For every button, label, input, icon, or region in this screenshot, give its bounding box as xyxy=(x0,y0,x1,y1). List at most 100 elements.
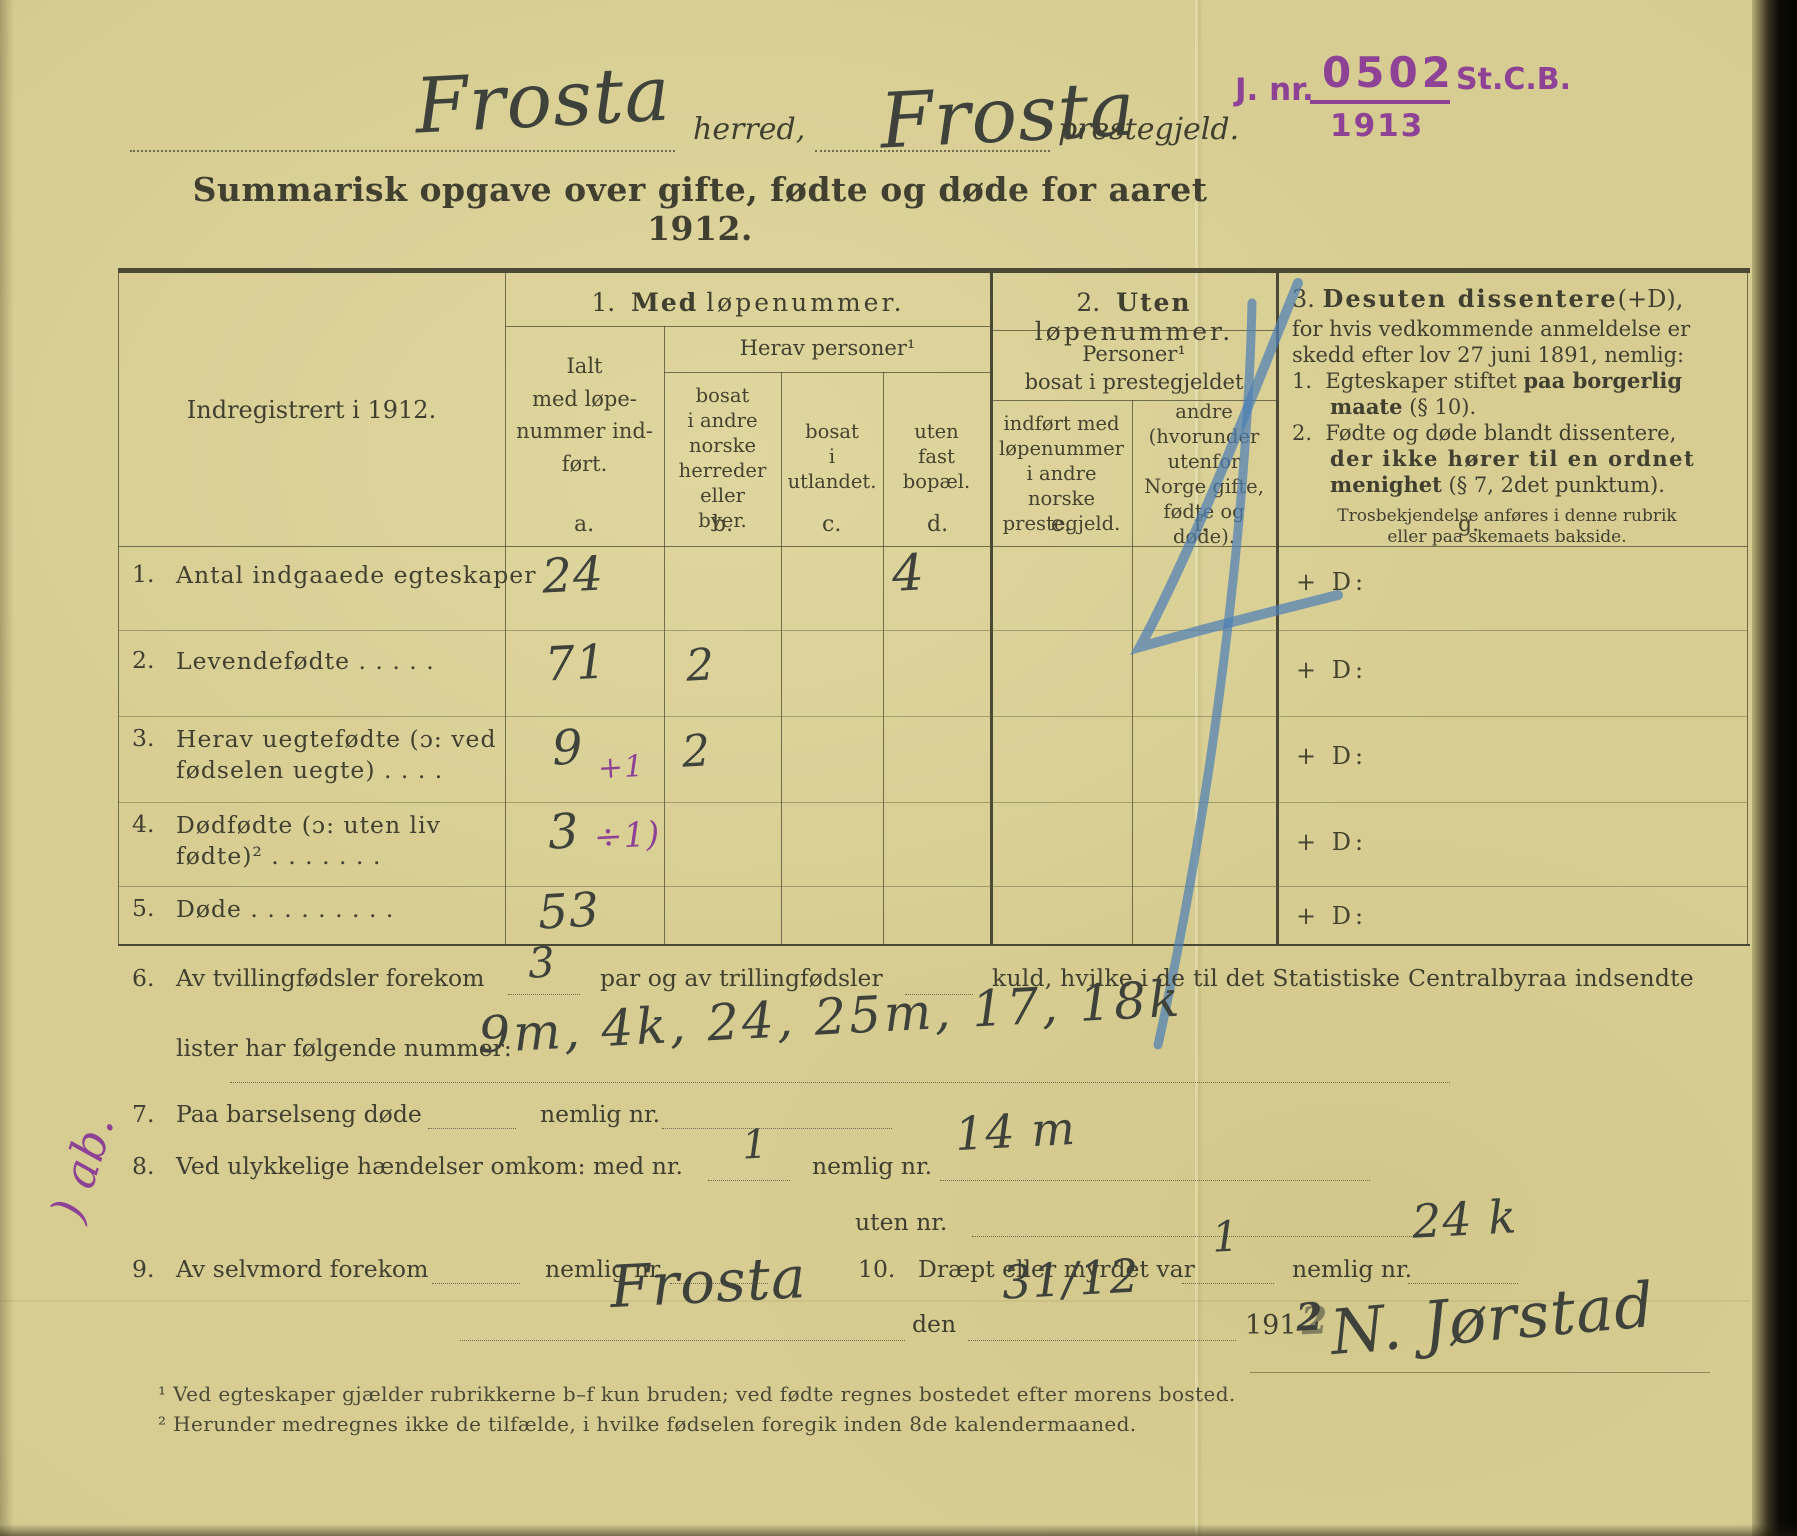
herred-label: herred, xyxy=(693,112,806,147)
row3-value-a-correction: +1 xyxy=(597,748,646,787)
vertical-crease xyxy=(1195,0,1198,1536)
sec3-item2-c: menighet xyxy=(1330,472,1442,497)
col-e-header: indført med løpenummer i andre norske pr… xyxy=(999,412,1124,535)
row5-plusd: + D: xyxy=(1296,902,1368,930)
row3-plusd: + D: xyxy=(1296,742,1368,770)
sec3-item2-line3: menighet (§ 7, 2det punktum). xyxy=(1292,472,1744,498)
item10-hand-number: 24 k xyxy=(1410,1189,1519,1249)
scan-edge-right xyxy=(1752,0,1797,1536)
item9-blank1 xyxy=(432,1283,520,1284)
footer-handwritten-place: Frosta xyxy=(608,1242,809,1322)
sec1-title: 1. Med løpenummer. xyxy=(505,288,991,317)
sec3-title-bold: Desuten dissentere xyxy=(1322,284,1618,313)
sec3-item2-line2: der ikke hører til en ordnet xyxy=(1330,446,1696,471)
row3-num: 3. xyxy=(132,724,155,752)
sec3-item1-d: (§ 10). xyxy=(1409,395,1477,419)
sec2-title-num: 2. xyxy=(1076,288,1101,317)
item6-hand-twins: 3 xyxy=(526,937,557,988)
row4-label: Dødfødte (ɔ: uten liv fødte)² . . . . . … xyxy=(176,811,441,871)
col-letter-b: b. xyxy=(712,512,734,537)
journal-nr-stamp-label: J. nr. xyxy=(1235,72,1314,108)
row2-value-a: 71 xyxy=(543,634,609,693)
sec3-item2-line1: 2. Fødte og døde blandt dissentere, xyxy=(1292,420,1744,446)
col-a-header: Ialt med løpe- nummer ind- ført. xyxy=(516,354,653,476)
item7-blank1 xyxy=(428,1128,516,1129)
item6-text1: Av tvillingfødsler forekom xyxy=(176,964,485,992)
item8-text1: Ved ulykkelige hændelser omkom: med nr. xyxy=(176,1152,683,1180)
row4-value-a-correction: ÷1) xyxy=(592,814,662,858)
rule-under-letters xyxy=(118,546,1748,547)
sec3-block: 3. Desuten dissentere(+D), for hvis vedk… xyxy=(1292,286,1744,548)
sec3-item1-c: maate xyxy=(1330,394,1403,419)
footer-date-line xyxy=(968,1340,1236,1341)
sec2-title: 2. Uten løpenummer. xyxy=(991,288,1277,346)
item8-text3: uten nr. xyxy=(855,1208,948,1236)
divider-b-c xyxy=(781,372,782,944)
signature-line xyxy=(1250,1372,1710,1373)
rule-under-sec2-sub xyxy=(991,400,1277,401)
footnote-1: ¹ Ved egteskaper gjælder rubrikkerne b–f… xyxy=(158,1382,1236,1406)
item8-num: 8. xyxy=(132,1152,155,1180)
sec3-item1-num: 1. xyxy=(1292,369,1313,393)
footer-year-printed: 191 xyxy=(1245,1310,1297,1341)
item10-text1: Dræpt eller myrdet var xyxy=(918,1255,1195,1283)
item10-blank2 xyxy=(1408,1283,1518,1284)
item6-text3: kuld, hvilke i de til det Statistiske Ce… xyxy=(992,964,1694,992)
row3-value-a: 9 xyxy=(550,719,585,777)
footnote-2: ² Herunder medregnes ikke de tilfælde, i… xyxy=(158,1412,1137,1436)
row-divider-4 xyxy=(118,886,1748,887)
page-title: Summarisk opgave over gifte, fødte og dø… xyxy=(192,170,1208,248)
item10-blank1 xyxy=(1182,1283,1274,1284)
stamp-year: 1913 xyxy=(1330,108,1425,144)
margin-note: ) ab. xyxy=(40,1106,126,1228)
table-top-rule xyxy=(118,268,1750,273)
row2-value-b: 2 xyxy=(684,639,717,692)
row3-label: Herav uegtefødte (ɔ: ved fødselen uegte)… xyxy=(176,725,497,785)
divider-section1-2 xyxy=(990,273,993,944)
blue-pencil-mark xyxy=(1130,278,1343,1050)
table-right-border xyxy=(1747,273,1748,944)
row5-num: 5. xyxy=(132,894,155,922)
prestegjeld-blank-line xyxy=(815,150,1050,152)
item9-blank2 xyxy=(670,1283,768,1284)
sec3-item1-line2: maate (§ 10). xyxy=(1292,394,1744,420)
item7-text2: nemlig nr. xyxy=(540,1100,661,1128)
item8-blank3 xyxy=(972,1236,1434,1237)
scan-edge-bottom xyxy=(0,1524,1797,1536)
item7-text1: Paa barselseng døde xyxy=(176,1100,422,1128)
item6-blank2 xyxy=(905,994,973,995)
row3-value-b: 2 xyxy=(680,725,713,778)
sec2-title-rest: løpenummer. xyxy=(1034,317,1234,346)
corner-label: Indregistrert i 1912. xyxy=(186,396,437,424)
row1-value-e: 4 xyxy=(890,543,927,603)
sec1-title-bold: Med xyxy=(631,288,699,317)
col-c-header: bosat i utlandet. xyxy=(787,420,877,493)
sec3-title-rest: (+D), xyxy=(1617,285,1684,313)
item6-num: 6. xyxy=(132,964,155,992)
stamp-underline xyxy=(1310,100,1450,104)
row1-num: 1. xyxy=(132,560,155,588)
footer-den-label: den xyxy=(912,1310,957,1338)
col-letter-a: a. xyxy=(574,512,595,537)
col-d-header: uten fast bopæl. xyxy=(902,420,971,493)
sec3-item2-d: (§ 7, 2det punktum). xyxy=(1448,473,1665,497)
sec2-subheader: Personer¹ bosat i prestegjeldet xyxy=(1024,342,1244,395)
item8-hand-count: 1 xyxy=(740,1121,770,1169)
col-letter-d: d. xyxy=(927,512,949,537)
sec3-line2: for hvis vedkommende anmeldelse er xyxy=(1292,317,1691,341)
journal-nr-stamp-value: 0502 xyxy=(1322,48,1455,97)
stamp-stcb: St.C.B. xyxy=(1456,62,1572,97)
item10-num: 10. xyxy=(858,1255,896,1283)
row5-value-a: 53 xyxy=(536,882,602,941)
item9-text2: nemlig nr. xyxy=(545,1255,666,1283)
footer-place-line xyxy=(460,1340,905,1341)
divider-c-d xyxy=(883,372,884,944)
herred-blank-line xyxy=(130,150,675,152)
table-bottom-rule xyxy=(118,944,1750,946)
prestegjeld-label: prestegjeld. xyxy=(1058,112,1240,147)
col-letter-c: c. xyxy=(822,512,842,537)
row1-value-a: 24 xyxy=(540,546,606,605)
item9-text1: Av selvmord forekom xyxy=(176,1255,429,1283)
item6-blank1 xyxy=(508,994,580,995)
item6-text2: par og av trillingfødsler xyxy=(600,964,883,992)
